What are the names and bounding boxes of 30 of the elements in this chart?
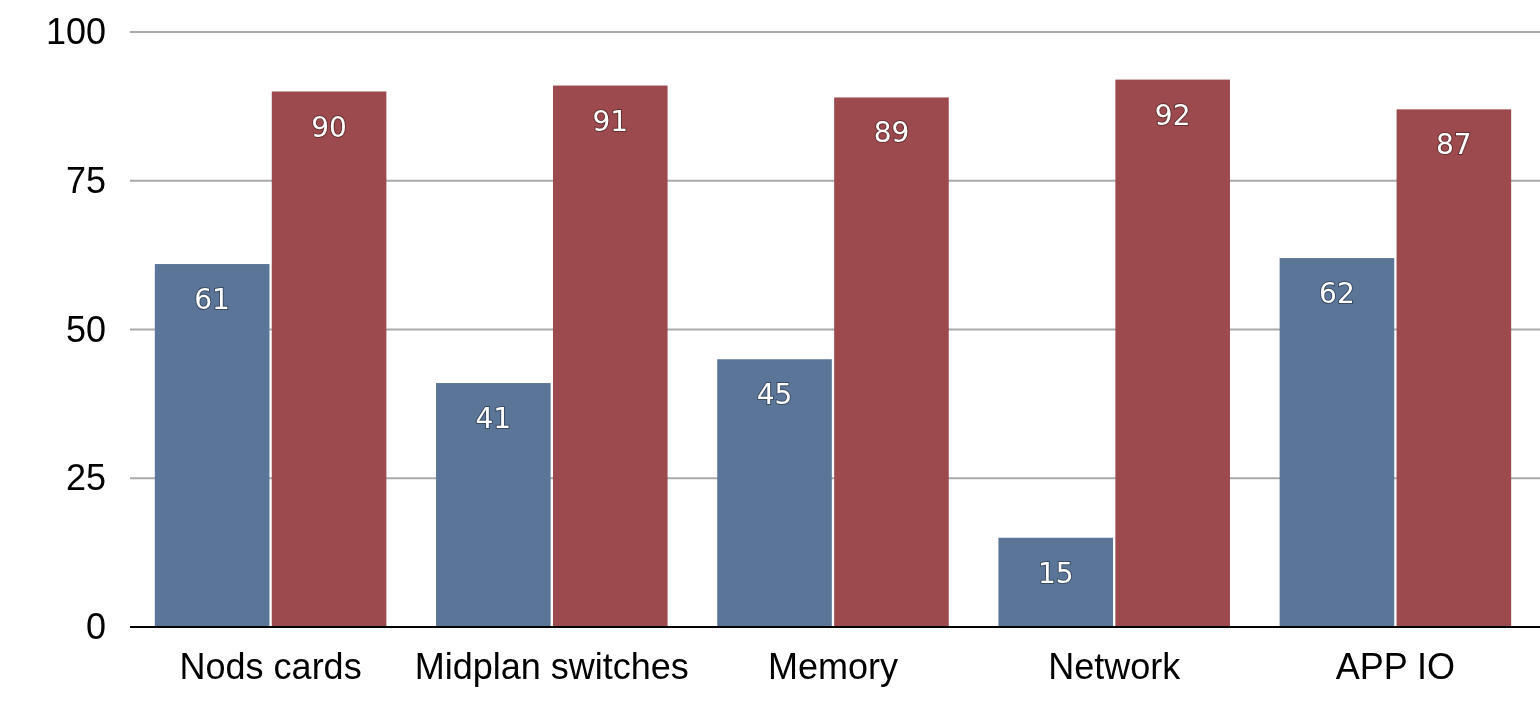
bar — [271, 91, 387, 627]
data-label: 90 — [311, 110, 347, 144]
x-tick-label: Memory — [767, 645, 899, 687]
data-label: 87 — [1436, 128, 1472, 162]
x-tick-label: Nods cards — [179, 645, 362, 687]
x-tick-label: APP IO — [1335, 645, 1456, 687]
y-tick-label: 50 — [65, 308, 106, 350]
data-label: 15 — [1037, 556, 1074, 590]
data-label: 41 — [475, 402, 512, 436]
y-tick-label: 100 — [45, 11, 106, 53]
y-tick-label: 0 — [85, 606, 106, 648]
bar — [552, 85, 668, 627]
bar — [998, 537, 1114, 627]
bar — [834, 97, 949, 627]
y-tick-label: 25 — [65, 457, 106, 499]
bar — [1115, 79, 1230, 627]
data-label: 62 — [1319, 277, 1355, 311]
bar — [436, 383, 551, 627]
data-label: 91 — [592, 104, 629, 138]
bar — [1279, 258, 1395, 627]
data-label: 45 — [756, 378, 793, 412]
x-tick-label: Midplan switches — [414, 645, 689, 687]
bar — [717, 359, 832, 627]
data-label: 89 — [873, 116, 910, 150]
data-label: 61 — [194, 283, 230, 317]
data-label: 92 — [1154, 98, 1191, 132]
y-tick-label: 75 — [65, 159, 106, 201]
x-tick-label: Network — [1048, 645, 1182, 687]
bar — [154, 264, 270, 627]
bar — [1396, 109, 1512, 627]
